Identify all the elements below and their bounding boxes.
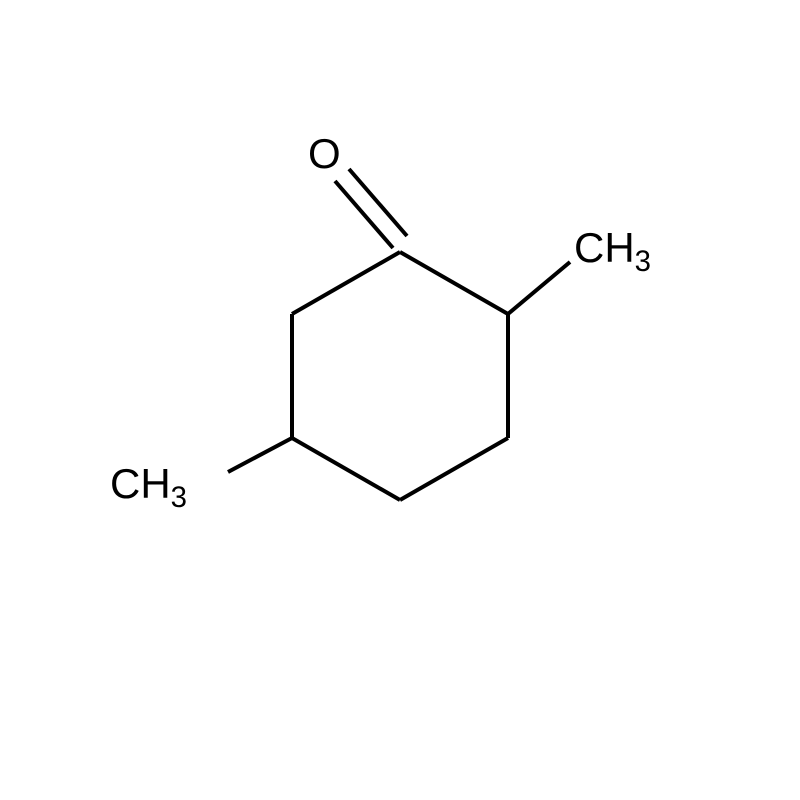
bond-c5-ch3 [228,438,292,472]
methyl-bottom-label: CH3 [110,460,187,514]
methyl-top-label: CH3 [574,224,651,278]
bond-ring-3-4 [400,438,508,500]
bond-ring-6-1 [292,252,400,314]
molecule-diagram: O CH3 CH3 [0,0,800,800]
oxygen-label: O [308,130,341,177]
bond-c2-ch3 [508,262,570,314]
atom-labels-group: O CH3 CH3 [110,130,651,514]
bond-ring-1-2 [400,252,508,314]
bond-ring-4-5 [292,438,400,500]
bond-c1-o-a [335,181,393,248]
bond-c1-o-b [349,169,407,236]
bonds-group [228,169,570,500]
